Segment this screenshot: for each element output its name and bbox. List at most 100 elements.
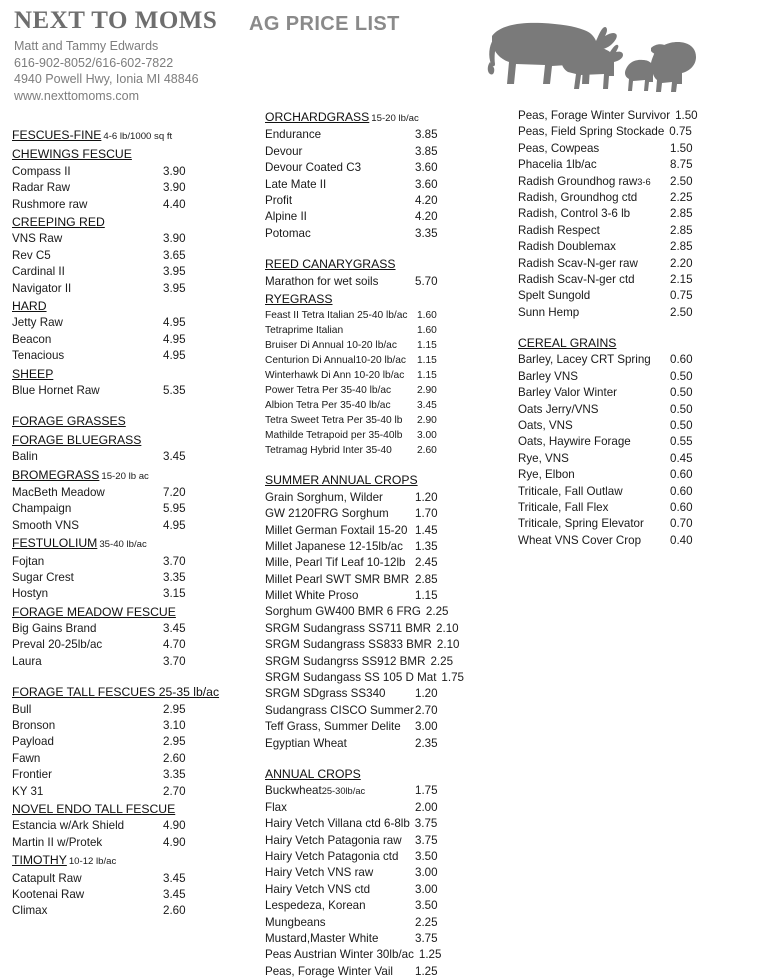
price-row: Smooth VNS 4.95 [12,518,244,534]
price-row: Devour 3.85 [265,144,503,160]
product-price: 0.50 [670,402,693,416]
product-name: Sorghum GW400 BMR 6 FRG [265,605,421,619]
section-heading-label: ORCHARDGRASS [265,110,370,124]
product-price: 3.95 [163,281,186,295]
product-price: 2.15 [670,272,693,286]
product-price: 7.20 [163,485,186,499]
price-row: Peas, Forage Winter Vail 1.25 [265,964,503,980]
price-row: Oats Jerry/VNS 0.50 [518,402,766,418]
price-row: Buckwheat 25-30lb/ac 1.75 [265,783,503,799]
section-spacer [518,321,766,334]
product-name: Barley, Lacey CRT Spring [518,353,651,367]
product-name: Radish Groundhog raw [518,174,638,188]
price-row: Blue Hornet Raw 5.35 [12,383,244,399]
page-header: NEXT TO MOMS Matt and Tammy Edwards 616-… [0,0,775,103]
section-heading-label: FESCUES-FINE [12,128,102,142]
product-name: Millet White Proso [265,589,359,603]
product-name: Rushmore raw [12,197,88,211]
product-name: Egyptian Wheat [265,736,347,750]
price-row: Wheat VNS Cover Crop 0.40 [518,533,766,549]
product-price: 1.45 [415,523,438,537]
product-name: Devour Coated C3 [265,161,362,175]
product-price: 1.60 [417,310,437,322]
product-price: 2.45 [415,556,438,570]
price-column-1: FESCUES-FINE 4-6 lb/1000 sq ft CHEWINGS FE… [12,126,244,920]
product-name: Peas, Field Spring Stockade [518,125,665,139]
product-name: Endurance [265,128,322,142]
price-row: Mungbeans 2.25 [265,915,503,931]
product-name: Radish Scav-N-ger ctd [518,272,635,286]
product-price: 2.90 [417,385,437,397]
product-name-qualifier: 3-6 [637,176,651,187]
product-name: Lespedeza, Korean [265,899,366,913]
product-price: 0.60 [670,353,693,367]
product-name: Navigator II [12,281,72,295]
product-name: Rye, Elbon [518,468,575,482]
product-name: Potomac [265,226,311,240]
product-price: 1.15 [417,340,437,352]
section-heading: FESTULOLIUM 35-40 lb/ac [12,535,244,553]
price-row: Radish Groundhog raw3-6 2.50 [518,174,766,190]
price-row: Late Mate II 3.60 [265,177,503,193]
product-price: 4.70 [163,638,186,652]
brand-title: NEXT TO MOMS [14,7,218,34]
price-row: Lespedeza, Korean 3.50 [265,898,503,914]
price-row: Big Gains Brand 3.45 [12,621,244,637]
price-row: VNS Raw 3.90 [12,231,244,247]
price-row: SRGM SDgrass SS340 1.20 [265,686,503,702]
product-price: 3.85 [415,144,438,158]
product-price: 3.95 [163,265,186,279]
product-name: Grain Sorghum, Wilder [265,490,383,504]
product-name: SRGM SDgrass SS340 [265,687,386,701]
section-heading: SUMMER ANNUAL CROPS [265,472,503,489]
product-price: 3.35 [415,226,438,240]
section-heading: CHEWINGS FESCUE [12,146,244,163]
section-heading-label: NOVEL ENDO TALL FESCUE [12,802,176,817]
price-row: Power Tetra Per 35-40 lb/ac 2.90 [265,383,503,398]
product-name: Devour [265,144,303,158]
product-price: 3.75 [414,817,438,831]
price-row: Peas, Forage Winter Survivor 1.50 [518,108,766,124]
product-name: Rye, VNS [518,451,569,465]
section-heading-label: HARD [12,298,47,313]
price-row: Mille, Pearl Tif Leaf 10-12lb 2.45 [265,555,503,571]
product-name: Bull [12,702,32,716]
product-name: Barley VNS [518,369,578,383]
product-price: 3.45 [417,400,437,412]
product-name: Radish Respect [518,223,600,237]
price-row: Oats, Haywire Forage 0.55 [518,434,766,450]
product-price: 4.95 [163,518,186,532]
product-name: Phacelia 1lb/ac [518,158,597,172]
price-row: Profit 4.20 [265,193,503,209]
price-row: Barley, Lacey CRT Spring 0.60 [518,352,766,368]
product-name: Hairy Vetch Patagonia ctd [265,849,399,863]
price-row: Barley Valor Winter 0.50 [518,385,766,401]
product-name: Payload [12,735,54,749]
product-name: Radish, Control 3-6 lb [518,207,631,221]
product-price: 2.70 [415,703,438,717]
section-heading-label: FORAGE TALL FESCUES 25-35 lb/ac [12,685,220,700]
price-row: Fojtan 3.70 [12,554,244,570]
section-heading-label: FORAGE BLUEGRASS [12,432,142,447]
section-heading: ANNUAL CROPS [265,766,503,783]
price-row: Radish, Groundhog ctd 2.25 [518,190,766,206]
product-name: Teff Grass, Summer Delite [265,720,401,734]
product-name: Triticale, Fall Outlaw [518,484,623,498]
product-name: Millet Pearl SWT SMR BMR [265,572,410,586]
product-name: Martin II w/Protek [12,835,103,849]
product-name: Climax [12,904,48,918]
price-row: Estancia w/Ark Shield 4.90 [12,818,244,834]
product-price: 2.25 [430,654,454,668]
section-spacer [12,670,244,683]
product-price: 2.00 [415,800,438,814]
price-row: Kootenai Raw 3.45 [12,887,244,903]
price-row: Sorghum GW400 BMR 6 FRG 2.25 [265,604,503,620]
price-row: Mathilde Tetrapoid per 35-40lb 3.00 [265,428,503,443]
section-spacer [12,399,244,412]
product-price: 3.70 [163,654,186,668]
price-row: Egyptian Wheat 2.35 [265,736,503,752]
product-price: 0.50 [670,386,693,400]
product-name: SRGM Sudangrass SS711 BMR [265,621,432,635]
product-name: Catapult Raw [12,871,82,885]
price-row: SRGM Sudangrss SS912 BMR 2.25 [265,654,503,670]
